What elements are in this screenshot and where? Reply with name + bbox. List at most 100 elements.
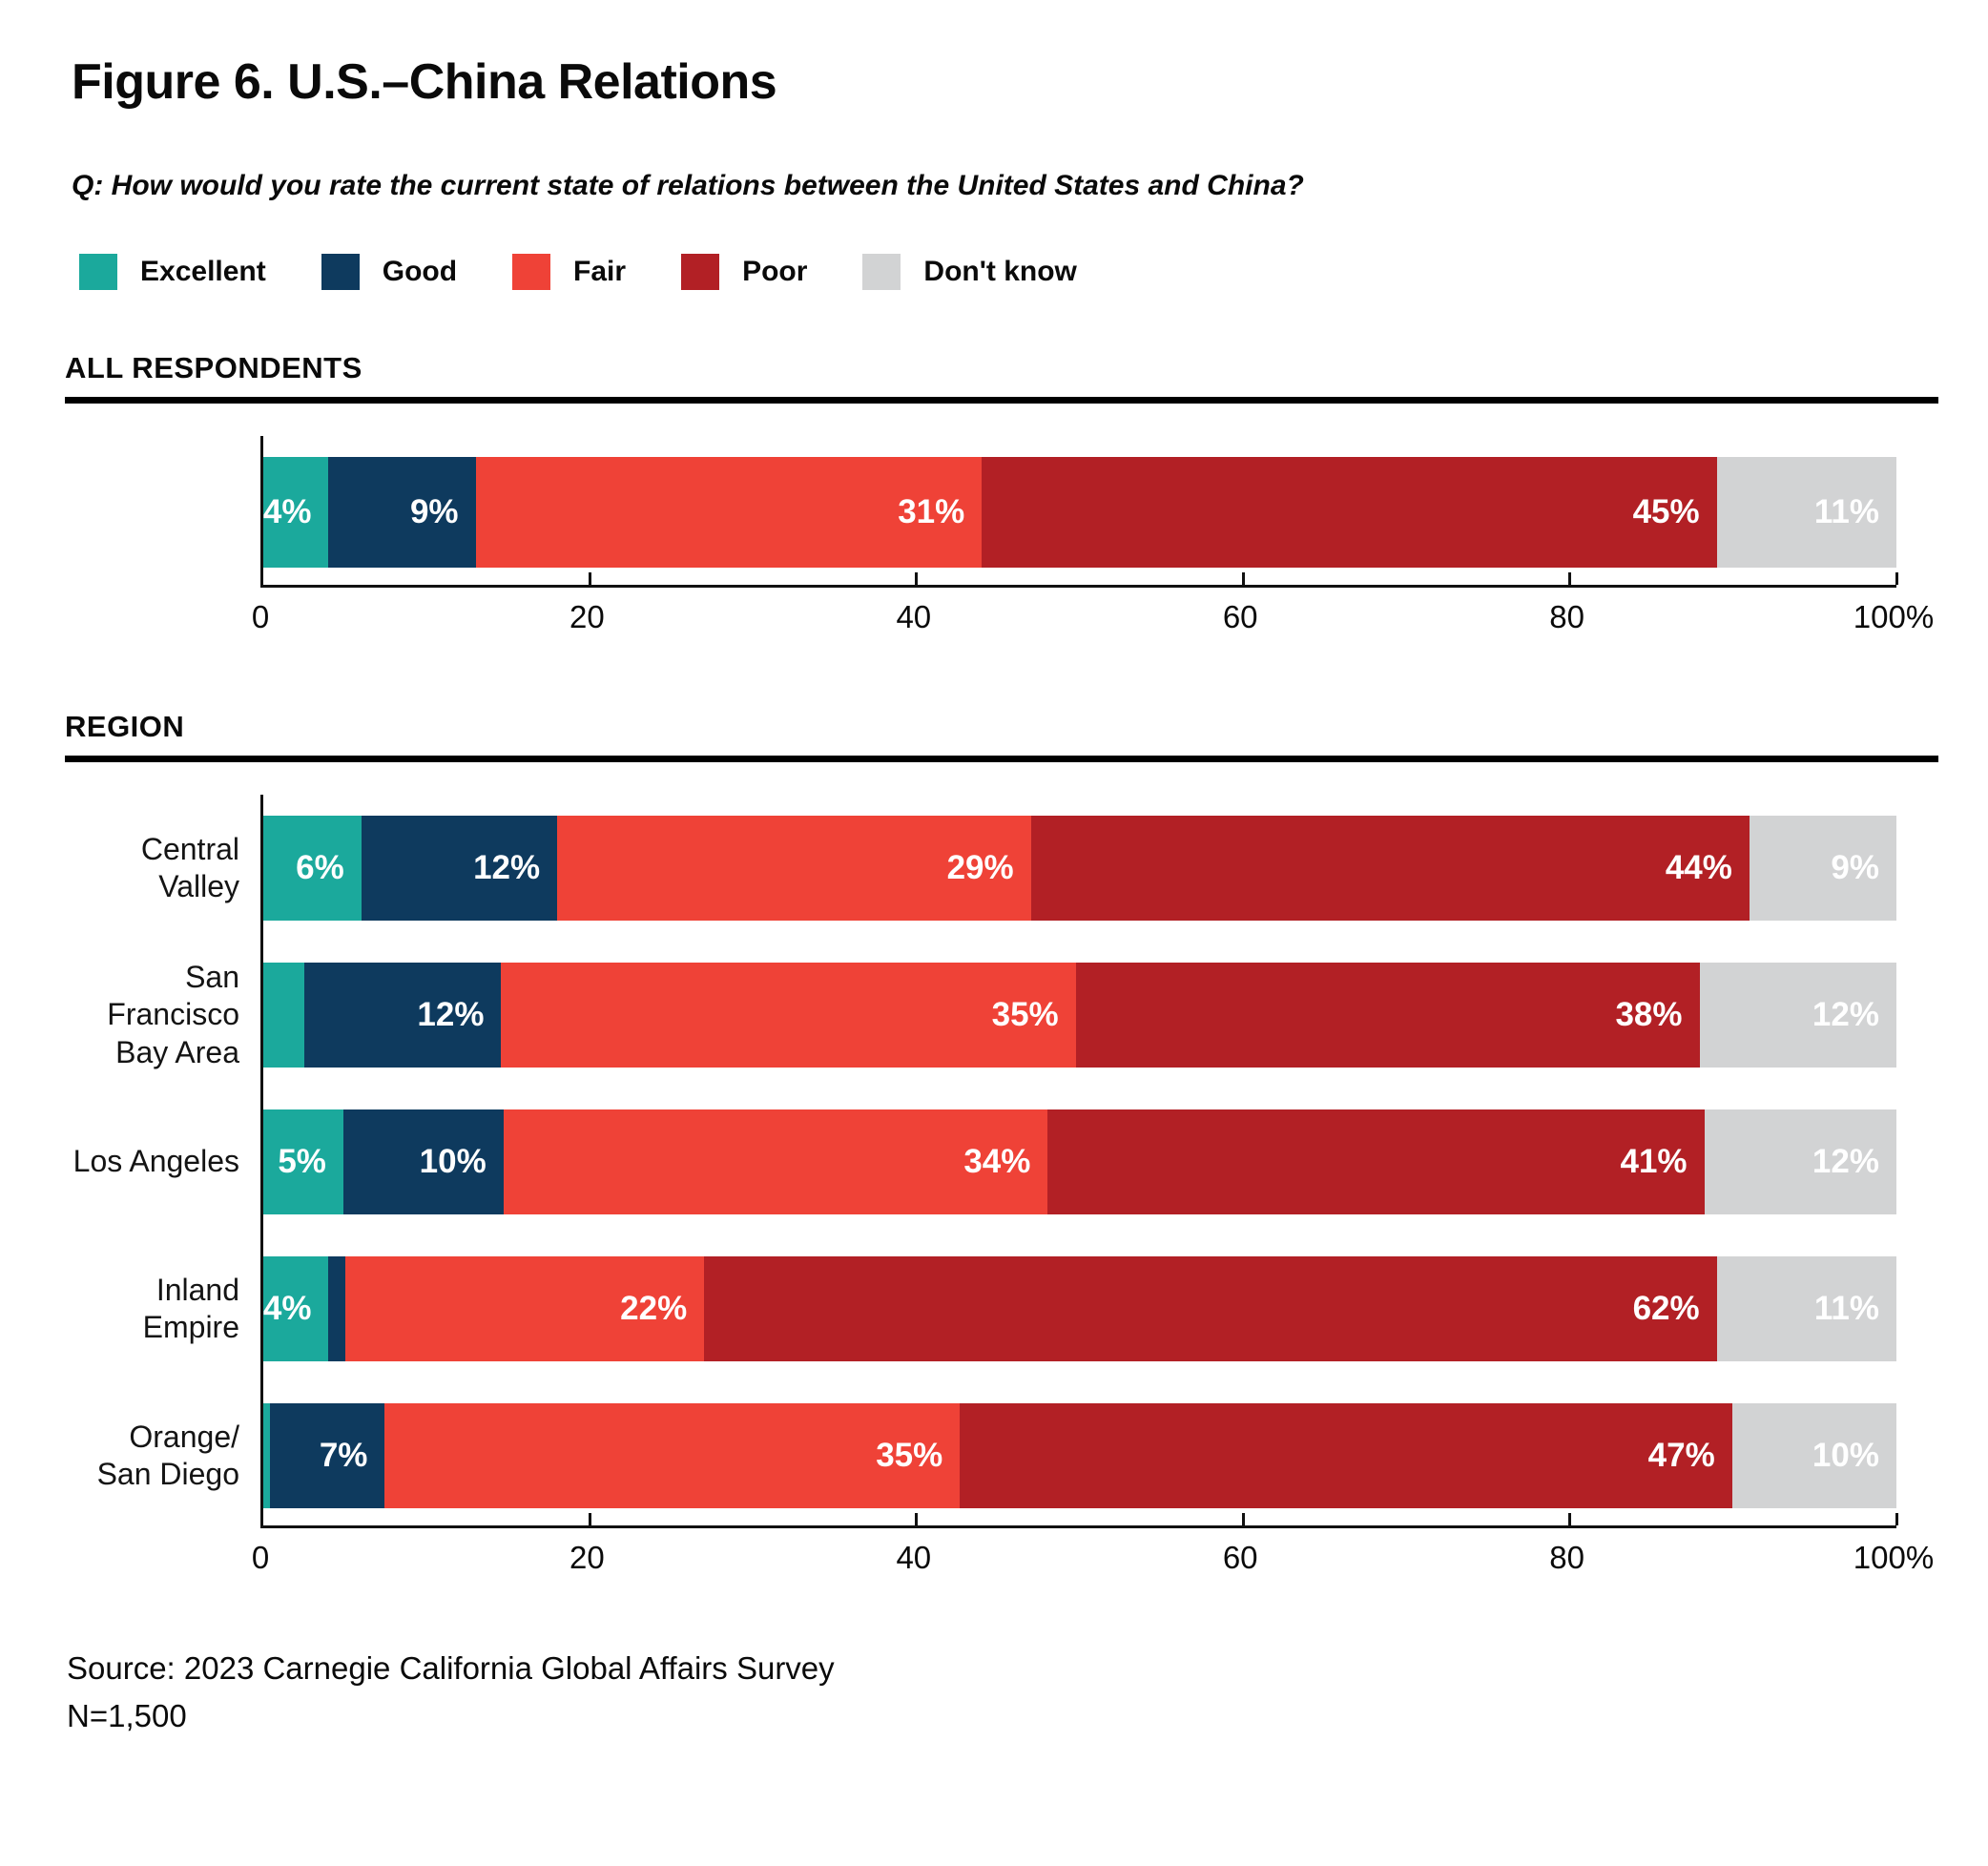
legend: Excellent Good Fair Poor Don't know <box>79 254 1938 290</box>
bar-segment-excellent: 6% <box>263 816 362 921</box>
legend-swatch-don-t-know <box>862 254 901 290</box>
legend-item-poor: Poor <box>681 254 807 290</box>
x-axis-label: 40 <box>896 599 932 634</box>
segment-value-label: 35% <box>876 1437 943 1474</box>
bar-segment-don-t-know: 12% <box>1699 963 1896 1068</box>
bar-row: Orange/ San Diego 7% 35% 47% 10% <box>97 1403 1896 1508</box>
x-axis-label: 60 <box>1222 1540 1258 1575</box>
segment-value-label: 47% <box>1647 1437 1715 1474</box>
bar-segment-good: 12% <box>361 816 558 921</box>
bar-segment-fair: 29% <box>557 816 1031 921</box>
segment-value-label: 12% <box>417 996 485 1033</box>
figure-title: Figure 6. U.S.–China Relations <box>72 54 777 110</box>
segment-value-label: 35% <box>991 996 1059 1033</box>
bar-track: 4% 22% 62% 11% <box>263 1256 1896 1361</box>
chart-region: Central Valley 6% 12% 29% 44% 9% San Francisco… <box>65 795 1938 1589</box>
segment-value-label: 44% <box>1665 849 1732 886</box>
bar-segment-good <box>328 1256 345 1361</box>
bar-row: Central Valley 6% 12% 29% 44% 9% <box>141 816 1896 921</box>
segment-value-label: 12% <box>1812 1143 1879 1180</box>
segment-value-label: 11% <box>1813 493 1879 530</box>
bar-segment-poor: 62% <box>704 1256 1717 1361</box>
bar-segment-good: 10% <box>342 1109 504 1214</box>
segment-value-label: 10% <box>1812 1437 1879 1474</box>
x-axis-label: 20 <box>569 599 605 634</box>
legend-label: Excellent <box>140 256 266 287</box>
legend-swatch-poor <box>681 254 720 290</box>
segment-value-label: 45% <box>1632 493 1700 530</box>
plot-area: Central Valley 6% 12% 29% 44% 9% San Francisco… <box>73 795 1898 1528</box>
segment-value-label: 4% <box>262 493 312 530</box>
x-axis-label: 100% <box>1853 1540 1935 1575</box>
row-label-san-francisco-bay-area: San Francisco Bay Area <box>107 960 239 1069</box>
segment-value-label: 62% <box>1632 1290 1700 1327</box>
bar-segment-don-t-know: 9% <box>1749 816 1896 921</box>
bar-segment-excellent: 4% <box>262 457 329 568</box>
bar-segment-excellent: 5% <box>263 1109 343 1214</box>
bar-segment-poor: 41% <box>1047 1109 1705 1214</box>
bar-segment-fair: 35% <box>501 963 1076 1068</box>
x-axis-label: 0 <box>251 1540 270 1575</box>
legend-item-don-t-know: Don't know <box>862 254 1077 290</box>
legend-item-fair: Fair <box>512 254 626 290</box>
bar-segment-poor: 47% <box>960 1403 1732 1508</box>
bar-track: 7% 35% 47% 10% <box>263 1403 1896 1508</box>
x-axis-label: 100% <box>1853 599 1935 634</box>
segment-value-label: 7% <box>319 1437 368 1474</box>
bar-segment-don-t-know: 11% <box>1716 1256 1896 1361</box>
x-axis-label: 40 <box>896 1540 932 1575</box>
section-heading-region: REGION <box>65 710 185 743</box>
x-axis-tick <box>915 1513 919 1525</box>
legend-label: Poor <box>742 256 808 287</box>
bar-segment-fair: 34% <box>503 1109 1048 1214</box>
segment-value-label: 12% <box>1812 996 1879 1033</box>
bar-segment-good: 12% <box>304 963 502 1068</box>
x-axis-tick <box>1895 1513 1898 1525</box>
source-line: Source: 2023 Carnegie California Global … <box>67 1650 835 1686</box>
bar-segment-excellent: 4% <box>263 1256 329 1361</box>
x-axis-labels: 0 20 40 60 80 100% <box>252 1540 1934 1589</box>
row-label-central-valley: Central Valley <box>140 831 239 903</box>
bar-track: 4% 9% 31% 45% 11% <box>263 457 1896 568</box>
sample-size-note: N=1,500 <box>67 1698 187 1734</box>
chart-all-respondents: 4% 9% 31% 45% 11% 0 20 40 60 80 100% <box>65 436 1938 649</box>
bar-segment-good: 7% <box>269 1403 385 1508</box>
x-axis-tick <box>588 1513 591 1525</box>
segment-value-label: 5% <box>278 1143 326 1180</box>
x-axis-label: 80 <box>1549 1540 1584 1575</box>
legend-swatch-fair <box>512 254 551 290</box>
segment-value-label: 9% <box>1831 849 1879 886</box>
x-axis-tick <box>1241 572 1245 585</box>
bar-row: Inland Empire 4% 22% 62% 11% <box>143 1256 1896 1361</box>
bar-track: 5% 10% 34% 41% 12% <box>263 1109 1896 1214</box>
bar-track: 6% 12% 29% 44% 9% <box>263 816 1896 921</box>
figure-content: Figure 6. U.S.–China Relations Q: How wo… <box>65 0 1938 1740</box>
segment-value-label: 31% <box>898 493 965 530</box>
bar-row: San Francisco Bay Area 12% 35% 38% 12% <box>107 960 1896 1069</box>
section-region: REGION Central Valley 6% 12% 29% 44% 9% San Fr… <box>65 710 1938 1589</box>
plot-area: 4% 9% 31% 45% 11% <box>260 436 1898 588</box>
bar-segment-fair: 22% <box>344 1256 705 1361</box>
section-rule <box>65 397 1938 404</box>
bar-segment-fair: 31% <box>475 457 983 568</box>
legend-swatch-excellent <box>79 254 117 290</box>
x-axis-label: 60 <box>1222 599 1258 634</box>
question-text: Q: How would you rate the current state … <box>72 170 1304 201</box>
bar-segment-don-t-know: 12% <box>1704 1109 1896 1214</box>
x-axis-labels: 0 20 40 60 80 100% <box>252 599 1934 649</box>
segment-value-label: 38% <box>1615 996 1683 1033</box>
section-rule <box>65 756 1938 762</box>
section-heading-all-respondents: ALL RESPONDENTS <box>65 351 362 384</box>
bar-segment-don-t-know: 10% <box>1731 1403 1896 1508</box>
segment-value-label: 6% <box>296 849 344 886</box>
row-label-los-angeles: Los Angeles <box>72 1144 239 1179</box>
legend-item-good: Good <box>321 254 457 290</box>
bar-row: 4% 9% 31% 45% 11% <box>263 457 1896 568</box>
legend-label: Fair <box>573 256 627 287</box>
bar-track: 12% 35% 38% 12% <box>263 963 1896 1068</box>
legend-label: Don't know <box>923 256 1077 287</box>
source-note: Source: 2023 Carnegie California Global … <box>67 1645 1938 1740</box>
x-axis-tick <box>1568 572 1572 585</box>
x-axis-tick <box>1895 572 1898 585</box>
